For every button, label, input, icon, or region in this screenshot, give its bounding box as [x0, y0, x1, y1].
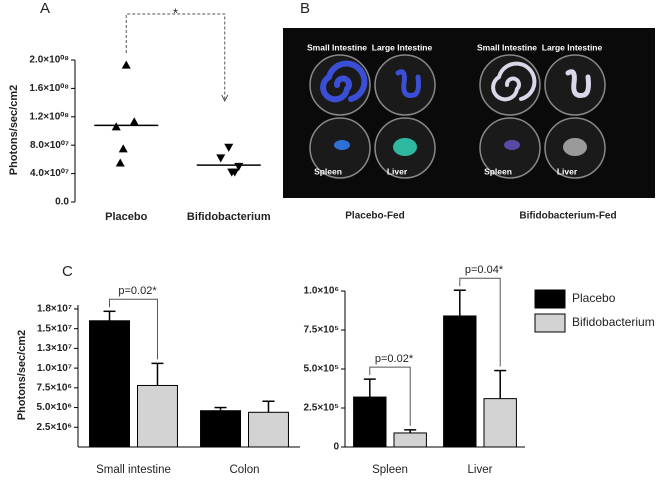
- image-label: Liver: [387, 166, 408, 176]
- panel-label: C: [62, 263, 73, 280]
- tissue: [563, 138, 587, 156]
- bar: [483, 398, 517, 448]
- y-tick-label: 7.5×10⁵: [303, 325, 339, 336]
- bar: [200, 410, 241, 448]
- y-tick-label: 4.0×10⁰⁷: [30, 168, 69, 179]
- bar: [353, 396, 387, 448]
- bar: [137, 384, 178, 448]
- y-tick-label: 2.5×10⁵: [303, 403, 339, 414]
- y-tick-label: 1.6×10⁰⁸: [29, 83, 69, 94]
- tissue: [504, 140, 520, 150]
- y-tick-label: 0: [333, 442, 339, 453]
- data-point: [216, 154, 226, 163]
- data-point: [111, 122, 121, 131]
- data-point: [230, 168, 240, 177]
- y-axis-label: Photons/sec/cm2: [8, 85, 20, 175]
- significance-bracket: [459, 277, 501, 367]
- y-tick-label: 2.0×10⁰⁸: [29, 55, 69, 66]
- image-label: Spleen: [484, 166, 512, 176]
- y-tick-label: 0.0: [55, 197, 69, 208]
- y-tick-label: 5.0×10⁶: [37, 402, 72, 413]
- x-tick-label: Spleen: [372, 464, 408, 476]
- legend-label: Placebo: [572, 291, 616, 305]
- image-caption: Placebo-Fed: [345, 211, 404, 222]
- annotation: p=0.02*: [118, 285, 157, 297]
- y-axis-label: Photons/sec/cm2: [16, 330, 28, 420]
- arrow: [221, 94, 229, 103]
- data-point: [118, 144, 128, 153]
- legend-swatch: [534, 313, 566, 333]
- tissue: [320, 60, 368, 103]
- bar: [248, 411, 289, 448]
- image-label: Liver: [557, 166, 578, 176]
- data-point: [129, 117, 139, 126]
- annotation: p=0.02*: [375, 353, 414, 365]
- image-label: Spleen: [314, 166, 342, 176]
- bar: [443, 315, 477, 448]
- tissue: [393, 138, 417, 156]
- x-tick-label: Colon: [229, 464, 259, 476]
- annotation: *: [173, 5, 178, 20]
- tissue: [565, 69, 591, 98]
- y-tick-label: 2.5×10⁶: [37, 422, 72, 433]
- y-tick-label: 1.8×10⁷: [37, 304, 72, 315]
- x-tick-label: Liver: [468, 464, 493, 476]
- bar: [393, 432, 427, 448]
- x-tick-label: Bifidobacterium: [187, 211, 271, 223]
- y-tick-label: 1.2×10⁰⁸: [29, 111, 69, 122]
- legend-label: Bifidobacterium: [572, 315, 655, 329]
- legend-swatch: [534, 289, 566, 309]
- x-tick-label: Placebo: [105, 211, 147, 223]
- y-tick-label: 1.5×10⁷: [37, 323, 72, 334]
- y-tick-label: 1.0×10⁶: [304, 286, 339, 297]
- y-tick-label: 7.5×10⁶: [37, 382, 72, 393]
- significance-bracket: [369, 366, 411, 426]
- tissue: [395, 69, 421, 98]
- image-label: Large Intestine: [542, 42, 603, 52]
- y-tick-label: 5.0×10⁵: [303, 364, 339, 375]
- significance-bracket: [125, 13, 226, 100]
- image-label: Small Intestine: [307, 42, 367, 52]
- y-tick-label: 8.0×10⁰⁷: [30, 140, 69, 151]
- data-point: [121, 60, 131, 69]
- data-point: [224, 143, 234, 152]
- y-tick-label: 1.3×10⁷: [37, 343, 72, 354]
- y-tick-label: 1.0×10⁷: [37, 363, 72, 374]
- annotation: p=0.04*: [465, 264, 504, 276]
- image-label: Small Intestine: [477, 42, 537, 52]
- panel-label: B: [300, 0, 310, 17]
- significance-bracket: [109, 298, 158, 360]
- x-tick-label: Small intestine: [96, 464, 171, 476]
- dish: [479, 54, 541, 116]
- bar: [89, 320, 130, 448]
- tissue: [334, 140, 350, 150]
- data-point: [115, 158, 125, 167]
- panel-label: A: [40, 0, 50, 17]
- image-caption: Bifidobacterium-Fed: [519, 211, 616, 222]
- tissue: [491, 61, 537, 102]
- image-label: Large Intestine: [372, 42, 433, 52]
